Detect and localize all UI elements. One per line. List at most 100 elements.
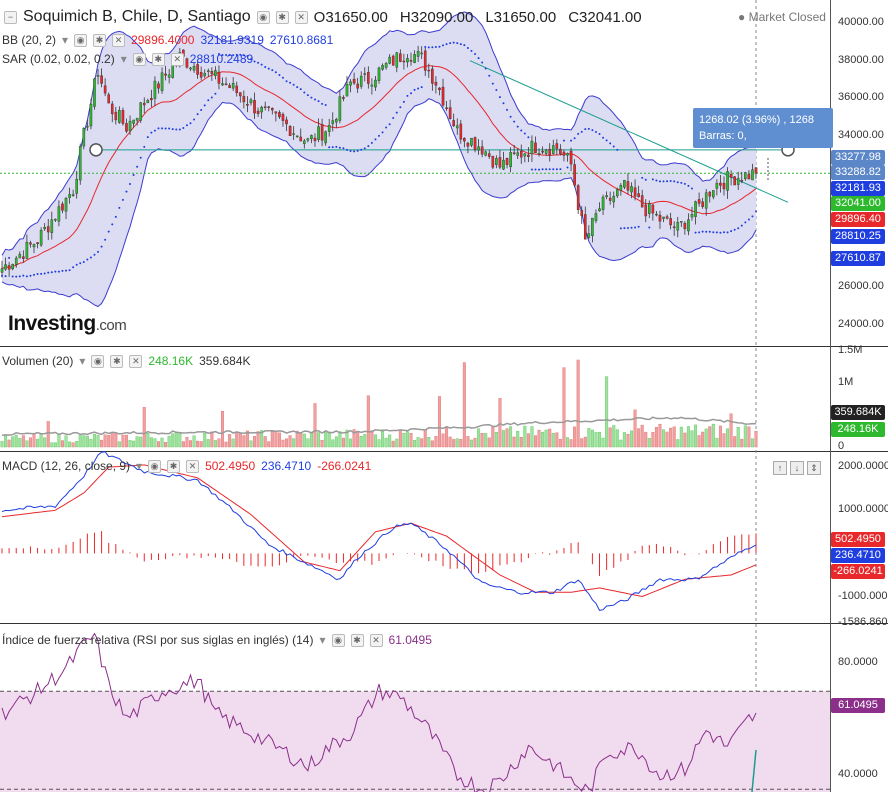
candle-body bbox=[551, 145, 555, 154]
volume-ma-value: 359.684K bbox=[199, 354, 251, 368]
chevron-down-icon[interactable]: ▾ bbox=[136, 459, 143, 473]
sar-dot bbox=[516, 125, 519, 128]
candle bbox=[573, 159, 576, 188]
volume-bar bbox=[274, 430, 278, 448]
volume-bar bbox=[345, 429, 349, 448]
settings-icon[interactable]: ✱ bbox=[167, 459, 181, 473]
sar-dot bbox=[722, 231, 725, 234]
candle bbox=[694, 200, 697, 225]
volume-bar bbox=[466, 436, 470, 448]
macd-line bbox=[1, 451, 757, 611]
candle bbox=[71, 189, 75, 197]
sar-dot bbox=[299, 88, 302, 91]
candle-body bbox=[527, 154, 530, 157]
sar-dot bbox=[562, 139, 565, 142]
candle-body bbox=[516, 152, 520, 156]
visibility-icon[interactable]: ◉ bbox=[256, 10, 270, 24]
move-down-icon[interactable]: ↓ bbox=[790, 461, 804, 475]
chevron-down-icon[interactable]: ▾ bbox=[120, 52, 127, 66]
chevron-down-icon[interactable]: ▾ bbox=[62, 33, 69, 47]
chevron-down-icon[interactable]: ▾ bbox=[79, 354, 86, 368]
close-icon[interactable]: ✕ bbox=[369, 633, 383, 647]
settings-icon[interactable]: ✱ bbox=[93, 33, 107, 47]
volume-bar bbox=[160, 437, 164, 448]
visibility-icon[interactable]: ◉ bbox=[148, 459, 162, 473]
volume-bar bbox=[526, 433, 530, 448]
settings-icon[interactable]: ✱ bbox=[275, 10, 289, 24]
volume-bar bbox=[356, 431, 360, 448]
open-value: O31650.00 bbox=[313, 8, 388, 26]
high-value: H32090.00 bbox=[399, 8, 474, 26]
volume-bar bbox=[384, 437, 388, 448]
volume-bar bbox=[60, 440, 64, 448]
sar-dot bbox=[61, 269, 64, 272]
sar-dot bbox=[200, 108, 203, 111]
sar-dot bbox=[459, 43, 462, 46]
volume-bar bbox=[39, 434, 43, 448]
visibility-icon[interactable]: ◉ bbox=[331, 633, 345, 647]
macd-pane[interactable] bbox=[1, 451, 757, 611]
chevron-down-icon[interactable]: ▾ bbox=[319, 633, 326, 647]
volume-bar bbox=[484, 433, 488, 448]
close-icon[interactable]: ✕ bbox=[129, 354, 143, 368]
candle-body bbox=[519, 150, 523, 158]
candle bbox=[480, 140, 484, 158]
sar-dot bbox=[577, 132, 580, 135]
sar-dot bbox=[239, 53, 242, 56]
sar-dot bbox=[669, 180, 672, 183]
candle bbox=[206, 68, 210, 77]
visibility-icon[interactable]: ◉ bbox=[132, 52, 146, 66]
close-icon[interactable]: ✕ bbox=[186, 459, 200, 473]
sar-dot bbox=[587, 127, 590, 130]
candle-body bbox=[0, 268, 4, 273]
sar-dot bbox=[392, 116, 395, 119]
visibility-icon[interactable]: ◉ bbox=[91, 354, 105, 368]
candle-body bbox=[498, 157, 502, 168]
rsi-pane[interactable] bbox=[0, 632, 830, 792]
volume-pane[interactable] bbox=[0, 359, 758, 448]
settings-icon[interactable]: ✱ bbox=[151, 52, 165, 66]
candle-body bbox=[146, 99, 150, 104]
candle bbox=[541, 146, 544, 155]
volume-bar bbox=[569, 439, 573, 448]
candle-body bbox=[480, 146, 484, 155]
candle-body bbox=[477, 146, 480, 151]
sar-dot bbox=[712, 231, 715, 234]
volume-bar bbox=[516, 430, 520, 448]
sar-dot bbox=[111, 223, 114, 226]
settings-icon[interactable]: ✱ bbox=[110, 354, 124, 368]
settings-icon[interactable]: ✱ bbox=[350, 633, 364, 647]
visibility-icon[interactable]: ◉ bbox=[74, 33, 88, 47]
candle-body bbox=[399, 53, 402, 62]
candle-body bbox=[246, 104, 249, 106]
volume-bar bbox=[420, 438, 424, 448]
close-icon[interactable]: ✕ bbox=[170, 52, 184, 66]
collapse-icon[interactable]: − bbox=[4, 10, 17, 24]
close-icon[interactable]: ✕ bbox=[112, 33, 126, 47]
sar-dot bbox=[470, 49, 473, 52]
candle bbox=[747, 170, 751, 180]
volume-bar bbox=[174, 432, 178, 448]
sar-dot bbox=[65, 269, 68, 272]
volume-bar bbox=[633, 409, 637, 448]
maximize-icon[interactable]: ⇕ bbox=[807, 461, 821, 475]
candle-body bbox=[14, 257, 18, 265]
sar-dot bbox=[178, 128, 181, 131]
candle bbox=[640, 189, 644, 208]
volume-bar bbox=[587, 428, 591, 448]
sar-dot bbox=[466, 46, 469, 49]
candle-body bbox=[715, 183, 719, 189]
close-icon[interactable]: ✕ bbox=[294, 10, 308, 24]
move-up-icon[interactable]: ↑ bbox=[773, 461, 787, 475]
candle bbox=[715, 179, 719, 196]
price-pane[interactable] bbox=[0, 11, 830, 308]
candle-body bbox=[125, 123, 128, 132]
volume-bar bbox=[7, 439, 11, 448]
instrument-title: Soquimich B, Chile, D, Santiago bbox=[23, 8, 251, 25]
candle bbox=[623, 179, 626, 190]
candle bbox=[658, 210, 662, 229]
candle-body bbox=[256, 110, 260, 114]
candle-body bbox=[413, 54, 416, 63]
candle bbox=[235, 81, 239, 97]
